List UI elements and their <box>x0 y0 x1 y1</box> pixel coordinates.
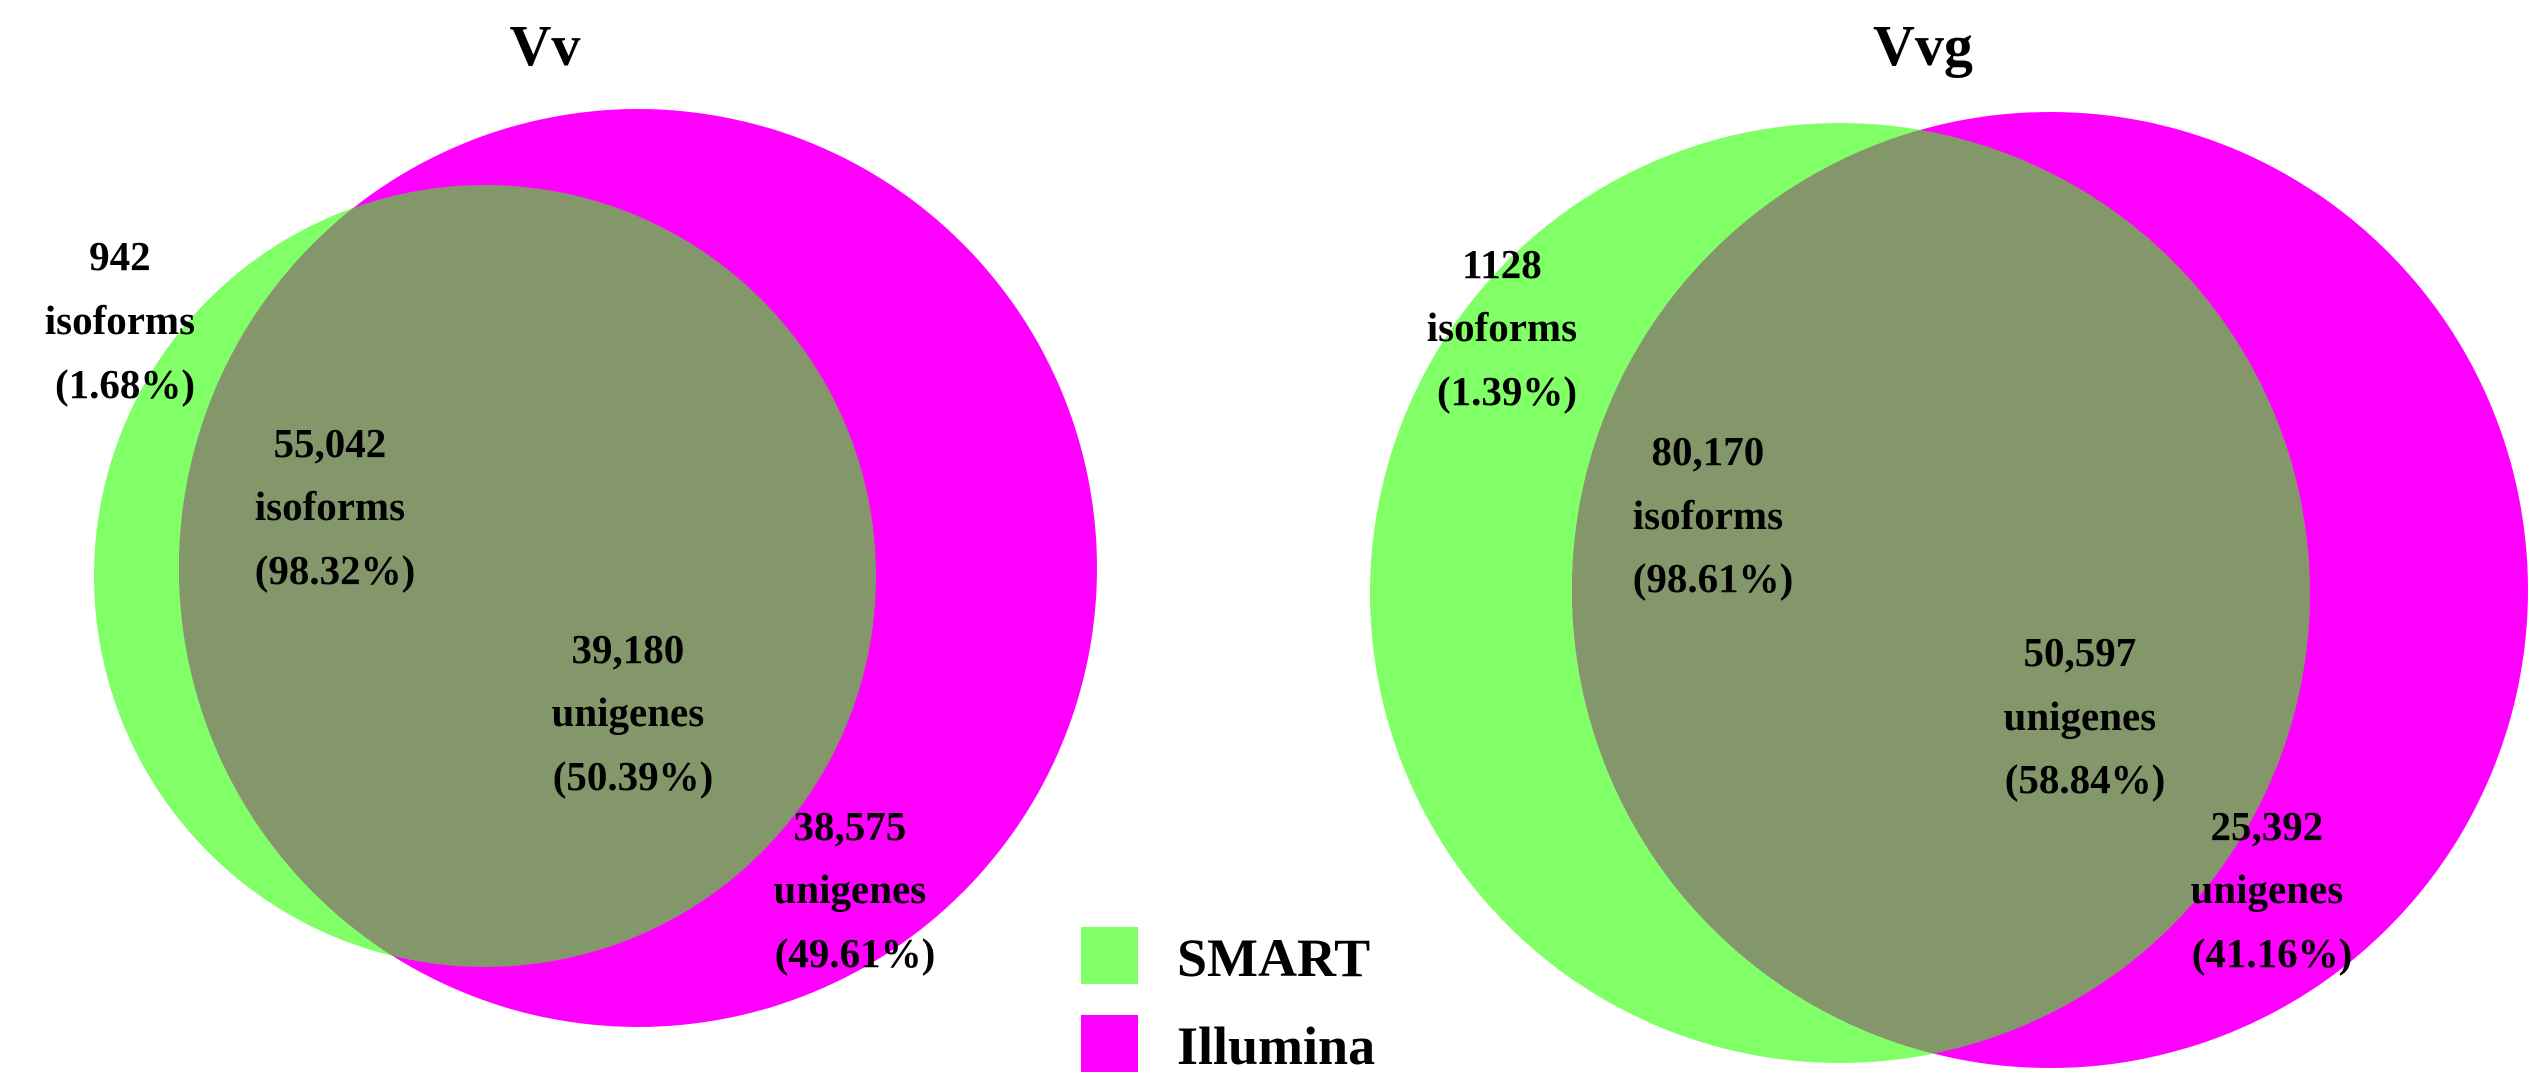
legend-item-smart: SMART <box>1081 927 1370 988</box>
legend: SMART Illumina <box>1081 927 1375 1076</box>
diagram-title-vvg: Vvg <box>1873 13 1973 78</box>
shared-isoforms-type-vv: isoforms <box>255 483 405 529</box>
shared-unigenes-count-vvg: 50,597 <box>2024 629 2137 675</box>
illumina-only-type-vv: unigenes <box>774 866 927 912</box>
illumina-only-label-vv: 38,575 unigenes (49.61%) <box>774 803 937 976</box>
legend-swatch-illumina <box>1081 1015 1138 1072</box>
illumina-only-count-vv: 38,575 <box>794 803 907 849</box>
shared-unigenes-type-vv: unigenes <box>552 689 705 735</box>
venn-diagram-vvg: Vvg 1128 isoforms (1.39%) 80,170 isoform… <box>1370 13 2528 1068</box>
legend-swatch-smart <box>1081 927 1138 984</box>
illumina-only-type-vvg: unigenes <box>2191 866 2344 912</box>
smart-only-type-vvg: isoforms <box>1427 304 1577 350</box>
smart-only-count-vvg: 1128 <box>1462 241 1542 287</box>
smart-only-type-vv: isoforms <box>45 297 195 343</box>
shared-unigenes-type-vvg: unigenes <box>2004 693 2157 739</box>
smart-only-percent-vvg: (1.39%) <box>1437 368 1577 414</box>
shared-unigenes-label-vv: 39,180 unigenes (50.39%) <box>552 626 715 799</box>
shared-unigenes-percent-vvg: (58.84%) <box>2005 756 2166 802</box>
shared-isoforms-type-vvg: isoforms <box>1633 492 1783 538</box>
shared-unigenes-count-vv: 39,180 <box>572 626 685 672</box>
illumina-only-percent-vv: (49.61%) <box>775 930 936 976</box>
shared-isoforms-label-vvg: 80,170 isoforms (98.61%) <box>1633 428 1794 601</box>
legend-label-smart: SMART <box>1177 928 1370 988</box>
shared-isoforms-count-vv: 55,042 <box>274 420 387 466</box>
illumina-only-percent-vvg: (41.16%) <box>2192 930 2353 976</box>
shared-isoforms-percent-vvg: (98.61%) <box>1633 555 1794 601</box>
diagram-title-vv: Vv <box>510 13 581 78</box>
illumina-only-count-vvg: 25,392 <box>2211 803 2324 849</box>
smart-only-percent-vv: (1.68%) <box>55 361 195 407</box>
shared-isoforms-percent-vv: (98.32%) <box>255 547 416 593</box>
venn-diagram-vv: Vv 942 isoforms (1.68%) 55,042 isoforms … <box>45 13 1097 1027</box>
smart-only-count-vv: 942 <box>89 233 151 279</box>
smart-only-label-vvg: 1128 isoforms (1.39%) <box>1427 241 1588 414</box>
illumina-only-label-vvg: 25,392 unigenes (41.16%) <box>2191 803 2354 976</box>
legend-label-illumina: Illumina <box>1177 1016 1375 1076</box>
smart-only-label-vv: 942 isoforms (1.68%) <box>45 233 206 407</box>
legend-item-illumina: Illumina <box>1081 1015 1375 1076</box>
shared-unigenes-label-vvg: 50,597 unigenes (58.84%) <box>2004 629 2167 802</box>
shared-isoforms-count-vvg: 80,170 <box>1652 428 1765 474</box>
shared-unigenes-percent-vv: (50.39%) <box>553 753 714 799</box>
shared-isoforms-label-vv: 55,042 isoforms (98.32%) <box>255 420 416 593</box>
